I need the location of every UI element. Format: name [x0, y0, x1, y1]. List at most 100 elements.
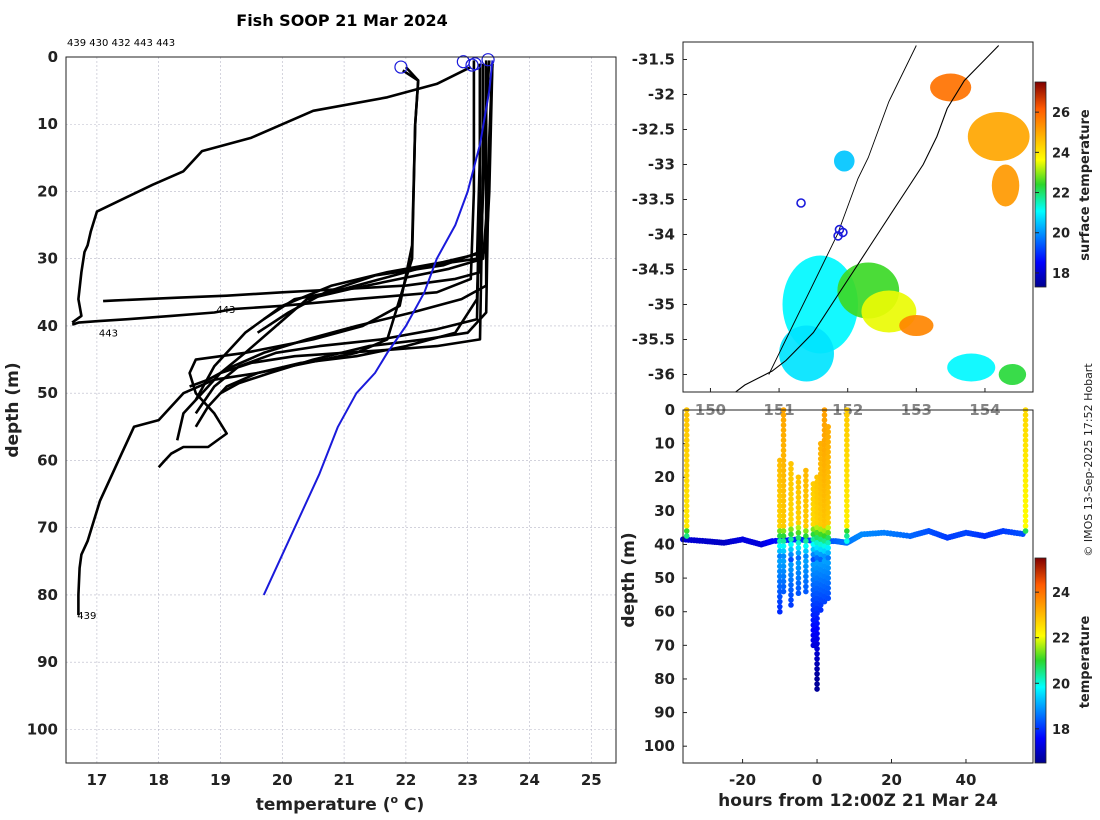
cast-point — [780, 553, 787, 560]
cast-point — [780, 452, 787, 459]
cast-point — [1022, 457, 1029, 464]
cast-point — [788, 506, 794, 512]
cast-point — [780, 412, 787, 418]
cast-point — [825, 519, 832, 526]
cast-point — [788, 481, 794, 487]
cast-point — [1022, 508, 1029, 514]
cast-point — [1022, 462, 1029, 469]
start-marker — [468, 57, 482, 71]
cast-point — [788, 536, 794, 543]
profile-line-cast-a — [263, 67, 482, 321]
cast-point — [825, 545, 832, 551]
profile-line-cast-h — [194, 63, 482, 415]
x-tick-label: 22 — [395, 771, 416, 789]
cast-point — [777, 593, 783, 600]
section-x-tick-label: 20 — [881, 771, 902, 789]
cast-point — [780, 442, 787, 449]
cast-point — [795, 519, 802, 526]
cast-point — [814, 661, 820, 667]
cast-point — [795, 555, 802, 561]
ship-position — [796, 198, 806, 208]
cast-point — [825, 489, 832, 496]
cast-point — [788, 501, 794, 507]
cast-point — [788, 471, 794, 477]
cast-point — [803, 568, 809, 575]
cast-point — [844, 432, 850, 439]
cast-point — [683, 503, 690, 509]
cast-point — [795, 539, 802, 546]
cast-point — [825, 479, 832, 486]
x-tick-label: 25 — [581, 771, 602, 789]
cast-point — [788, 551, 794, 558]
cast-point — [844, 482, 850, 489]
profile-line-cast-g — [194, 63, 494, 401]
cast-point — [788, 541, 794, 548]
cast-point — [683, 432, 690, 439]
cast-point — [777, 598, 783, 605]
cast-point — [780, 508, 787, 514]
section-y-tick-label: 50 — [654, 569, 675, 587]
cast-point — [844, 528, 850, 534]
cast-point — [780, 533, 787, 539]
map-tick-labels: -31.5 -32 -32.5 -33 -33.5 -34 -34.5 -35 -35.5 -36… — [632, 51, 1001, 420]
cast-point — [780, 573, 787, 580]
cast-point — [825, 514, 832, 521]
cast-point — [788, 576, 794, 583]
cast-point — [780, 563, 787, 570]
section-colorbar-ticks: 18 20 22 24 — [1035, 586, 1070, 738]
cast-point — [1022, 447, 1029, 454]
cast-point — [814, 640, 820, 647]
cast-point — [844, 412, 850, 418]
cast-point — [777, 608, 783, 615]
cast-point — [1022, 497, 1029, 504]
cast-point — [825, 539, 832, 546]
cast-point — [795, 545, 802, 551]
cast-point — [683, 528, 690, 534]
y-tick-label: 0 — [48, 48, 58, 66]
cast-point — [1022, 528, 1029, 534]
cast-point — [825, 474, 832, 481]
cast-point — [844, 472, 850, 479]
x-tick-label: 20 — [272, 771, 293, 789]
cast-point — [683, 533, 690, 539]
cast-point — [825, 499, 832, 506]
cast-point — [825, 459, 832, 465]
cast-point — [803, 523, 809, 529]
copyright-watermark: © IMOS 13-Sep-2025 17:52 Hobart — [1082, 363, 1095, 557]
section-y-tick-label: 80 — [654, 670, 675, 688]
cast-point — [814, 615, 820, 622]
cast-point — [780, 482, 787, 489]
cast-point — [788, 476, 794, 482]
cast-point — [844, 467, 850, 474]
cast-point — [1022, 442, 1029, 449]
map-y-tick-label: -33 — [648, 156, 675, 174]
cast-point — [780, 503, 787, 509]
cast-point — [683, 457, 690, 464]
section-colorbar-tick-label: 24 — [1052, 586, 1070, 601]
sst-patch — [930, 73, 972, 102]
cast-point — [1022, 417, 1029, 423]
cast-point — [683, 508, 690, 514]
x-axis-label: temperature (o C) — [256, 793, 425, 815]
cast-point — [683, 412, 690, 418]
cast-point — [803, 533, 809, 539]
cast-point — [825, 494, 832, 501]
cast-point — [844, 497, 850, 504]
cast-point — [780, 422, 787, 428]
cast-point — [844, 462, 850, 469]
shelf-contour — [768, 45, 917, 375]
cast-point — [814, 686, 820, 692]
cast-point — [780, 497, 787, 504]
cast-point — [683, 477, 690, 484]
cast-point — [814, 645, 820, 652]
cast-point — [803, 553, 809, 560]
cast-point — [795, 514, 802, 521]
ship-position — [833, 231, 843, 241]
sst-patch — [998, 364, 1027, 385]
section-y-label: depth (m) — [619, 532, 639, 627]
cast-point — [780, 513, 787, 519]
cast-point — [683, 518, 690, 524]
cast-point — [844, 523, 850, 529]
section-grid — [683, 409, 967, 763]
profile-end-label: 439 — [77, 611, 96, 622]
